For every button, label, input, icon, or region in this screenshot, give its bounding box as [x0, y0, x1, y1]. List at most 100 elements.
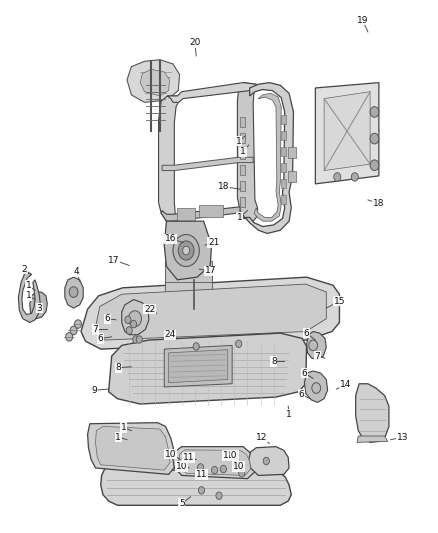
Polygon shape [162, 157, 253, 171]
Polygon shape [167, 83, 258, 102]
Circle shape [125, 316, 131, 324]
Circle shape [128, 311, 141, 327]
Polygon shape [199, 205, 223, 217]
Text: 2: 2 [21, 265, 27, 273]
Circle shape [351, 173, 358, 181]
Polygon shape [237, 83, 258, 221]
Text: 1: 1 [237, 213, 243, 222]
Polygon shape [304, 371, 328, 402]
Polygon shape [122, 300, 149, 335]
Text: 17: 17 [205, 266, 216, 275]
Polygon shape [240, 181, 245, 191]
Polygon shape [179, 450, 251, 475]
Circle shape [233, 463, 240, 470]
Polygon shape [173, 447, 255, 479]
Text: 14: 14 [339, 381, 351, 389]
Text: 15: 15 [334, 297, 345, 305]
Text: 12: 12 [256, 433, 267, 441]
Polygon shape [30, 292, 47, 319]
Text: 13: 13 [397, 433, 409, 441]
Text: 6: 6 [304, 329, 310, 337]
Text: 10: 10 [226, 451, 238, 460]
Polygon shape [18, 272, 40, 322]
Polygon shape [65, 277, 83, 308]
Text: 1: 1 [286, 410, 292, 419]
Circle shape [309, 340, 318, 351]
Circle shape [131, 320, 137, 328]
Text: 22: 22 [144, 305, 155, 313]
Polygon shape [315, 83, 379, 184]
Circle shape [312, 383, 321, 393]
Text: 11: 11 [183, 453, 194, 462]
Circle shape [334, 173, 341, 181]
Text: 16: 16 [165, 235, 177, 243]
Circle shape [173, 235, 199, 266]
Text: 20: 20 [189, 38, 201, 47]
Text: 9: 9 [91, 386, 97, 394]
Circle shape [370, 107, 379, 117]
Text: 3: 3 [36, 304, 42, 312]
Circle shape [236, 340, 242, 348]
Circle shape [212, 466, 218, 474]
Text: 8: 8 [271, 357, 277, 366]
Polygon shape [254, 93, 281, 221]
Circle shape [370, 160, 379, 171]
Polygon shape [165, 271, 212, 292]
Text: 21: 21 [208, 238, 219, 247]
Polygon shape [240, 133, 245, 143]
Polygon shape [140, 69, 170, 96]
Circle shape [69, 287, 78, 297]
Polygon shape [324, 92, 370, 171]
Circle shape [183, 246, 190, 255]
Text: 18: 18 [218, 182, 229, 191]
Polygon shape [357, 436, 388, 442]
Text: 10: 10 [176, 462, 187, 471]
Text: 7: 7 [314, 352, 321, 360]
Circle shape [178, 241, 194, 260]
Circle shape [370, 133, 379, 144]
Text: 11: 11 [196, 470, 207, 479]
Circle shape [198, 487, 205, 494]
Polygon shape [245, 83, 293, 233]
Polygon shape [165, 261, 212, 282]
Text: 6: 6 [298, 390, 304, 399]
Polygon shape [109, 333, 307, 404]
Text: 1: 1 [120, 423, 127, 432]
Text: 7: 7 [92, 325, 99, 334]
Text: 1: 1 [236, 137, 242, 146]
Polygon shape [240, 117, 245, 127]
Polygon shape [177, 208, 195, 221]
Polygon shape [101, 468, 291, 505]
Polygon shape [164, 221, 212, 280]
Polygon shape [288, 147, 296, 158]
Polygon shape [240, 165, 245, 175]
Text: 6: 6 [98, 334, 104, 343]
Polygon shape [240, 149, 245, 159]
Circle shape [126, 327, 132, 334]
Polygon shape [281, 179, 286, 188]
Polygon shape [281, 147, 286, 156]
Polygon shape [94, 284, 326, 340]
Text: 1: 1 [240, 148, 246, 156]
Text: 17: 17 [108, 256, 120, 264]
Text: 1: 1 [223, 451, 229, 460]
Text: 8: 8 [115, 364, 121, 372]
Polygon shape [169, 350, 228, 383]
Circle shape [74, 320, 81, 328]
Text: 1: 1 [25, 281, 32, 289]
Circle shape [193, 343, 199, 350]
Circle shape [198, 464, 204, 471]
Circle shape [66, 333, 73, 341]
Polygon shape [281, 163, 286, 172]
Polygon shape [127, 60, 180, 102]
Text: 10: 10 [165, 450, 177, 458]
Circle shape [133, 336, 139, 343]
Text: 1: 1 [25, 292, 32, 300]
Text: 6: 6 [301, 369, 307, 377]
Polygon shape [95, 426, 170, 470]
Text: 19: 19 [357, 16, 368, 25]
Polygon shape [88, 423, 175, 474]
Polygon shape [164, 345, 232, 387]
Text: 24: 24 [164, 330, 176, 339]
Circle shape [220, 465, 226, 473]
